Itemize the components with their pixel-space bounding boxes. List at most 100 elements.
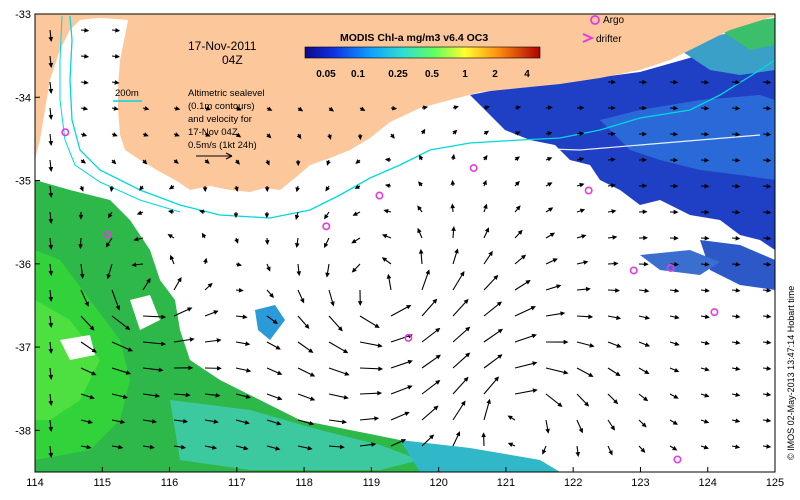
velocity-arrow-head [583,260,589,265]
velocity-arrow-head [174,132,180,137]
velocity-arrow-head [766,235,772,241]
velocity-arrow-head [115,305,121,311]
map-date: 17-Nov-2011 [188,39,257,53]
velocity-arrow-head [611,209,617,214]
velocity-arrow-head [83,80,89,85]
velocity-arrow-head [296,271,302,277]
velocity-arrow-head [79,186,84,192]
velocity-arrow-head [111,159,117,165]
velocity-arrow-head [465,326,471,332]
velocity-arrow-head [454,248,459,254]
velocity-arrow-head [497,328,504,334]
velocity-arrow [421,380,440,395]
velocity-arrow-head [704,105,710,111]
velocity-arrow-head [238,287,244,293]
velocity-arrow-head [309,372,316,377]
velocity-arrow-head [642,183,648,189]
velocity-arrow-head [766,366,772,371]
velocity-arrow-head [400,439,407,444]
velocity-arrow-head [419,154,424,160]
velocity-arrow-head [86,444,92,450]
velocity-arrow-head [233,213,239,219]
velocity-arrow-head [48,140,54,146]
velocity-arrow [514,334,537,343]
velocity-arrow-head [381,234,388,239]
velocity-arrow-head [167,234,173,239]
velocity-arrow-head [735,392,741,398]
velocity-arrow-head [641,422,647,428]
velocity-arrow-head [343,395,349,400]
sealevel-note-line-2: (0.1m contours) [188,101,255,112]
sealevel-note-line-1: Altimetric sealevel [188,88,265,99]
y-tick-label: -34 [15,92,31,104]
velocity-arrow-head [105,242,111,248]
velocity-arrow-head [575,451,581,458]
velocity-arrow-head [643,261,649,267]
velocity-arrow-head [266,266,271,272]
velocity-arrow-head [644,315,651,320]
velocity-arrow-head [84,54,90,59]
velocity-arrow-head [352,211,358,216]
velocity-arrow-head [514,156,520,162]
velocity-arrow-head [672,420,679,425]
chlorophyll-west-patch [35,180,560,472]
velocity-arrow-head [81,132,88,137]
velocity-arrow [421,328,440,343]
velocity-arrow-head [418,181,423,187]
velocity-arrow [111,315,130,330]
velocity-arrow-head [378,366,384,372]
velocity-arrow-head [578,427,583,434]
velocity-arrow-head [151,419,158,424]
velocity-arrow-head [611,79,616,85]
velocity-arrow-head [549,232,556,238]
velocity-arrow-head [735,209,741,215]
velocity-arrow-head [584,401,590,407]
isobath-label: 200m [115,88,139,99]
velocity-arrow-head [642,79,648,85]
velocity-arrow-head [308,348,314,353]
velocity-arrow-head [673,209,679,215]
velocity-arrow-head [324,242,329,249]
velocity-arrow-head [48,296,54,302]
y-axis: -33 -34 -35 -36 -37 -38 [15,9,40,437]
drifter-legend-icon [582,33,595,43]
velocity-arrow-head [48,270,54,276]
velocity-arrow [390,360,413,369]
velocity-arrow-head [383,209,389,214]
velocity-arrow-head [48,62,54,68]
velocity-arrow-head [481,432,487,438]
velocity-arrow-head [139,185,144,191]
velocity-arrow-head [494,376,499,382]
velocity-arrow-head [351,267,357,273]
velocity-arrow-head [294,242,300,248]
velocity-arrow-head [766,261,772,267]
velocity-arrow-head [766,444,772,449]
velocity-arrow-head [351,238,357,244]
velocity-arrow-head [276,420,282,426]
velocity-arrow-head [48,36,54,42]
velocity-arrow-head [455,431,461,437]
velocity-arrow-head [552,258,558,263]
velocity-arrow-head [515,105,522,110]
x-tick-label: 125 [766,477,784,489]
x-tick-label: 123 [631,477,649,489]
velocity-arrow-head [167,209,174,215]
velocity-arrow-head [704,393,710,398]
velocity-arrow-head [422,105,429,111]
argo-legend-label: Argo [603,15,625,26]
velocity-arrow-head [613,399,619,405]
velocity-arrow-head [542,449,547,455]
velocity-arrow-head [704,79,710,85]
velocity-arrow-head [581,234,587,239]
velocity-arrow-head [452,129,458,135]
velocity-arrow-head [673,105,679,111]
velocity-arrow [359,341,382,347]
velocity-arrow-head [325,272,330,278]
velocity-arrow-head [203,257,208,263]
argo-legend-icon [590,15,600,25]
velocity-arrow-head [735,79,741,85]
sealevel-note-line-3: and velocity for [188,114,252,125]
velocity-arrow-head [704,262,710,267]
velocity-arrow-head [465,352,471,358]
velocity-arrow-head [136,210,143,215]
